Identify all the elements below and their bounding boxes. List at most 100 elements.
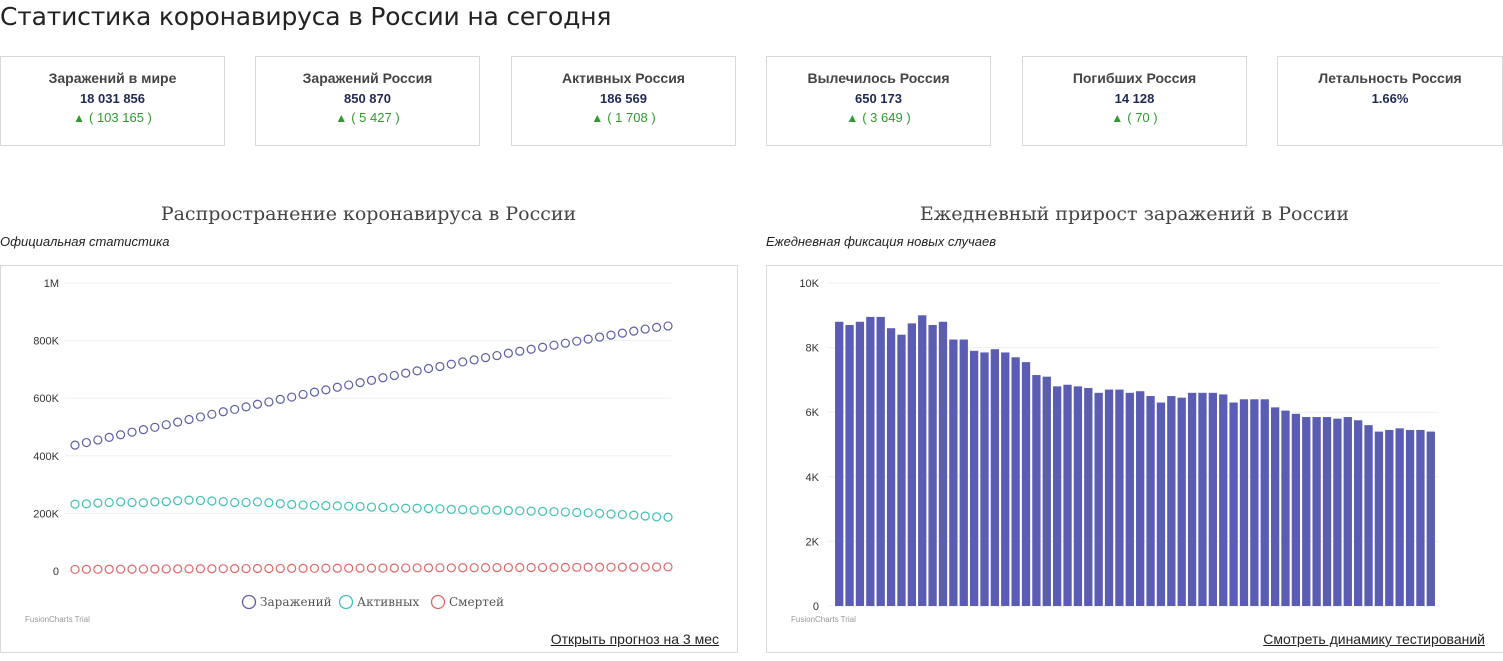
data-point[interactable] [594, 508, 605, 518]
data-point[interactable] [116, 564, 126, 574]
bar[interactable] [990, 349, 1000, 606]
data-point[interactable] [503, 562, 513, 573]
data-point[interactable] [344, 501, 354, 511]
bar[interactable] [1416, 429, 1425, 606]
data-point[interactable] [526, 562, 536, 573]
data-point[interactable] [344, 380, 354, 390]
data-point[interactable] [401, 503, 411, 513]
data-point[interactable] [583, 334, 593, 344]
data-point[interactable] [560, 562, 570, 572]
data-point[interactable] [287, 499, 297, 510]
bar[interactable] [1333, 418, 1342, 606]
data-point[interactable] [104, 432, 114, 442]
data-point[interactable] [458, 563, 468, 573]
data-point[interactable] [230, 404, 240, 415]
bar[interactable] [938, 321, 948, 606]
bar[interactable] [928, 324, 937, 606]
data-point[interactable] [583, 508, 593, 518]
data-point[interactable] [663, 512, 673, 522]
data-point[interactable] [150, 564, 160, 574]
data-point[interactable] [503, 505, 513, 516]
data-point[interactable] [309, 563, 320, 573]
bar[interactable] [1312, 417, 1321, 606]
bar[interactable] [1405, 429, 1415, 606]
bar[interactable] [1302, 417, 1311, 606]
data-point[interactable] [480, 352, 491, 363]
data-point[interactable] [116, 430, 126, 440]
legend-item[interactable]: Заражений [241, 594, 332, 610]
data-point[interactable] [104, 497, 114, 508]
bar[interactable] [1032, 375, 1041, 606]
data-point[interactable] [606, 330, 616, 340]
bar[interactable] [949, 339, 958, 606]
bar[interactable] [1395, 428, 1404, 606]
data-point[interactable] [469, 505, 479, 515]
data-point[interactable] [344, 563, 354, 573]
data-point[interactable] [640, 511, 650, 521]
data-point[interactable] [423, 563, 434, 573]
data-point[interactable] [640, 324, 650, 334]
data-point[interactable] [572, 562, 582, 572]
bar[interactable] [1291, 413, 1301, 606]
data-point[interactable] [252, 563, 263, 574]
data-point[interactable] [81, 564, 92, 574]
data-point[interactable] [492, 505, 502, 515]
data-point[interactable] [617, 328, 627, 338]
data-point[interactable] [412, 366, 422, 376]
data-point[interactable] [480, 563, 491, 573]
data-point[interactable] [241, 563, 251, 574]
data-point[interactable] [435, 361, 445, 372]
data-point[interactable] [572, 507, 582, 518]
data-point[interactable] [298, 563, 308, 573]
bar[interactable] [1322, 417, 1332, 606]
data-point[interactable] [93, 564, 103, 574]
legend-item[interactable]: Активных [338, 594, 420, 610]
data-point[interactable] [70, 440, 80, 450]
data-point[interactable] [355, 378, 365, 388]
data-point[interactable] [663, 562, 673, 572]
data-point[interactable] [378, 563, 388, 573]
data-point[interactable] [252, 497, 263, 507]
legend-item[interactable]: Смертей [430, 594, 505, 610]
bar[interactable] [1270, 407, 1280, 606]
data-point[interactable] [81, 437, 92, 448]
data-point[interactable] [173, 564, 183, 574]
data-point[interactable] [572, 336, 582, 346]
data-point[interactable] [549, 507, 559, 517]
bar[interactable] [1011, 357, 1020, 606]
data-point[interactable] [332, 563, 342, 573]
data-point[interactable] [230, 497, 240, 508]
bar[interactable] [1001, 352, 1010, 606]
bar[interactable] [1374, 431, 1384, 606]
bar[interactable] [1219, 394, 1228, 606]
bar[interactable] [1073, 386, 1083, 606]
data-point[interactable] [207, 564, 217, 574]
data-point[interactable] [184, 495, 194, 505]
data-point[interactable] [81, 499, 92, 509]
bar[interactable] [1260, 399, 1269, 606]
bar[interactable] [1084, 387, 1093, 606]
data-point[interactable] [241, 497, 251, 508]
data-point[interactable] [537, 506, 548, 516]
data-point[interactable] [173, 496, 183, 506]
data-point[interactable] [275, 563, 285, 574]
data-point[interactable] [287, 392, 297, 402]
data-point[interactable] [378, 502, 388, 512]
bar[interactable] [886, 328, 896, 606]
data-point[interactable] [560, 338, 570, 348]
data-point[interactable] [93, 435, 103, 445]
data-point[interactable] [594, 562, 605, 572]
bar[interactable] [1343, 417, 1352, 606]
data-point[interactable] [298, 500, 308, 510]
bar[interactable] [897, 334, 906, 606]
data-point[interactable] [629, 510, 639, 520]
data-point[interactable] [606, 562, 616, 572]
data-point[interactable] [275, 499, 285, 509]
data-point[interactable] [104, 564, 114, 574]
data-point[interactable] [184, 414, 194, 425]
bar[interactable] [1354, 420, 1363, 606]
bar[interactable] [1281, 410, 1290, 606]
data-point[interactable] [207, 409, 217, 419]
data-point[interactable] [526, 344, 536, 354]
data-point[interactable] [195, 412, 206, 422]
